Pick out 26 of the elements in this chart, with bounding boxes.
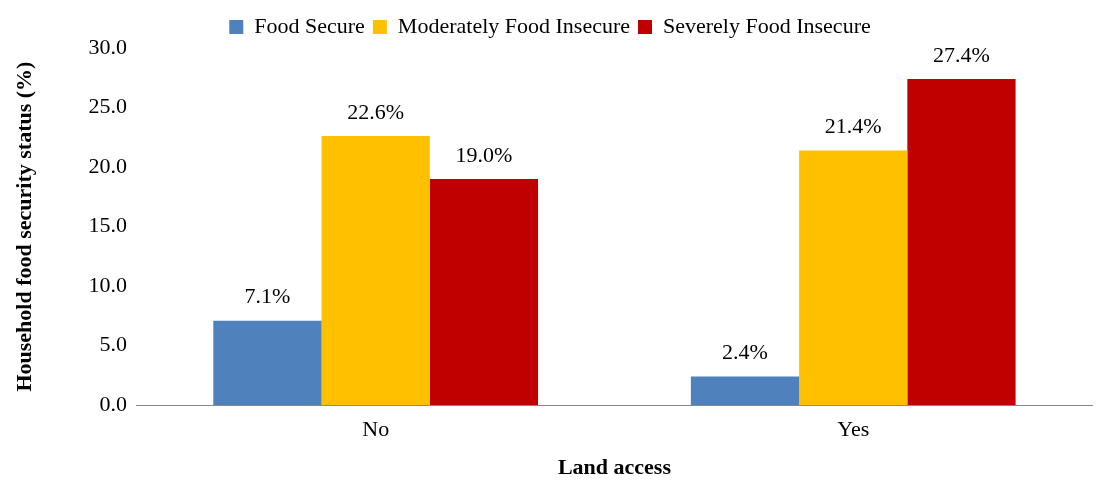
y-tick-label: 25.0 bbox=[88, 93, 127, 119]
data-label: 22.6% bbox=[347, 98, 405, 124]
x-tick-label: Yes bbox=[837, 416, 870, 442]
x-tick-label: No bbox=[362, 416, 390, 442]
x-axis-title: Land access bbox=[557, 454, 672, 480]
legend-label: Moderately Food Insecure bbox=[397, 12, 631, 38]
data-label: 19.0% bbox=[455, 141, 513, 167]
y-tick-label: 10.0 bbox=[88, 271, 127, 297]
bar bbox=[321, 136, 430, 406]
y-tick-label: 5.0 bbox=[99, 331, 127, 357]
data-label: 27.4% bbox=[933, 41, 990, 67]
bar bbox=[429, 178, 539, 406]
bar bbox=[690, 376, 800, 406]
y-tick-label: 0.0 bbox=[99, 390, 127, 416]
bar bbox=[799, 150, 908, 406]
y-tick-label: 15.0 bbox=[88, 212, 127, 238]
legend-label: Severely Food Insecure bbox=[663, 12, 871, 38]
data-label: 7.1% bbox=[244, 283, 291, 309]
y-tick-label: 20.0 bbox=[88, 152, 127, 178]
y-tick-label: 30.0 bbox=[88, 33, 127, 59]
y-axis-title: Household food security status (%) bbox=[10, 61, 36, 392]
bar bbox=[907, 78, 1016, 406]
bar bbox=[213, 320, 322, 406]
data-label: 2.4% bbox=[722, 339, 768, 365]
legend-label: Food Secure bbox=[254, 12, 365, 38]
data-label: 21.4% bbox=[824, 113, 882, 139]
